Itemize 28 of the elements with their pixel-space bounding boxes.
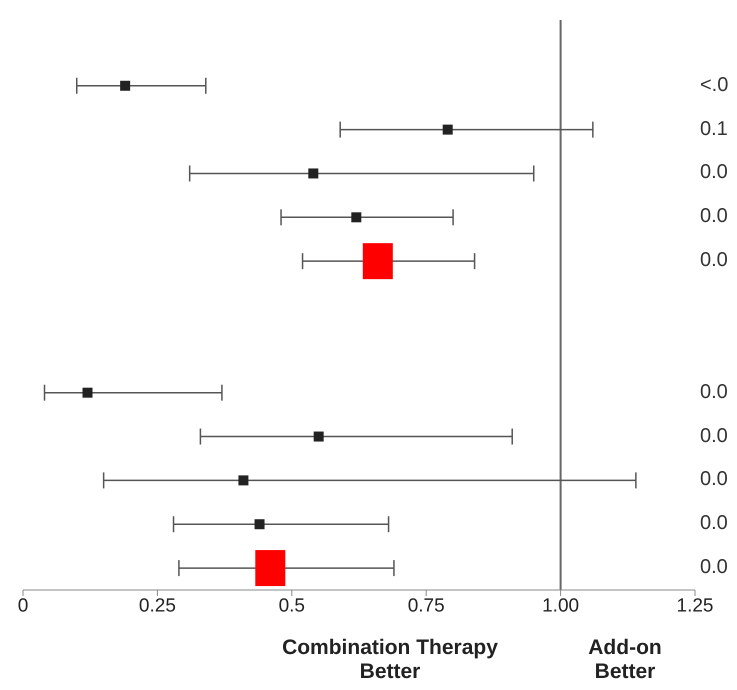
text: 0.1 (700, 118, 728, 140)
point (255, 550, 286, 586)
text: 0.0 (700, 556, 728, 578)
point (362, 243, 393, 280)
point (351, 212, 362, 222)
text: Add-on Better (587, 636, 663, 684)
point (254, 519, 265, 530)
point (238, 475, 248, 486)
x-tick-label: 0.75 (408, 595, 445, 616)
text: Combination Therapy Better (281, 636, 499, 684)
text: 0.0 (700, 161, 728, 184)
x-tick-label: 1.25 (676, 595, 714, 616)
point (82, 388, 93, 398)
text: 0.0 (700, 424, 728, 447)
point (442, 124, 453, 135)
point (308, 168, 318, 178)
x-tick-label: 0.25 (138, 595, 176, 616)
point (120, 80, 130, 91)
text: 0.0 (700, 468, 728, 490)
x-tick-label: 0.5 (278, 595, 306, 616)
text: 0.0 (700, 249, 728, 272)
text: 0.0 (700, 512, 728, 534)
text: 0.0 (700, 205, 728, 228)
x-tick-label: 0 (18, 595, 28, 616)
point (314, 432, 324, 442)
text: 0.0 (700, 380, 728, 403)
x-tick-label: 1.00 (542, 595, 580, 616)
text: <.0 (700, 74, 728, 96)
